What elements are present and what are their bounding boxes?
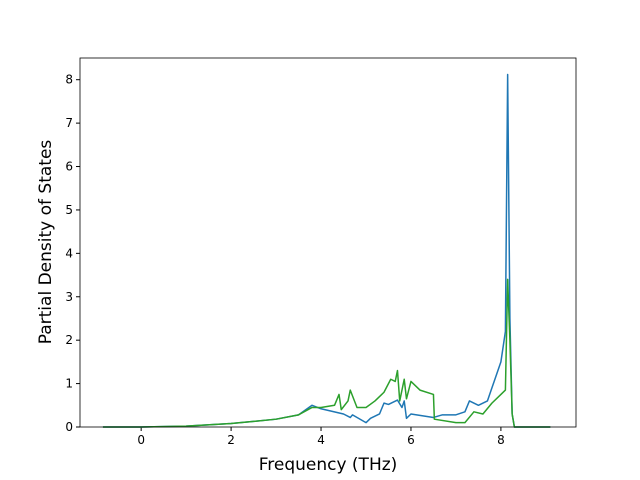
y-tick-label: 3 (65, 290, 73, 304)
x-tick-label: 6 (407, 433, 415, 447)
y-tick-label: 4 (65, 246, 73, 260)
y-tick-label: 1 (65, 377, 73, 391)
plot-frame (79, 57, 577, 428)
x-tick-label: 8 (497, 433, 505, 447)
x-tick-label: 2 (227, 433, 235, 447)
series-line (102, 278, 551, 428)
y-tick-label: 8 (65, 73, 73, 87)
x-axis-label: Frequency (THz) (259, 455, 398, 475)
y-tick-label: 6 (65, 160, 73, 174)
y-tick-label: 5 (65, 203, 73, 217)
y-axis-label: Partial Density of States (36, 140, 56, 345)
y-tick-label: 2 (65, 333, 73, 347)
x-tick-label: 4 (317, 433, 325, 447)
series-line (102, 73, 551, 428)
x-tick-label: 0 (137, 433, 145, 447)
y-tick-label: 7 (65, 116, 73, 130)
y-tick-label: 0 (65, 420, 73, 434)
